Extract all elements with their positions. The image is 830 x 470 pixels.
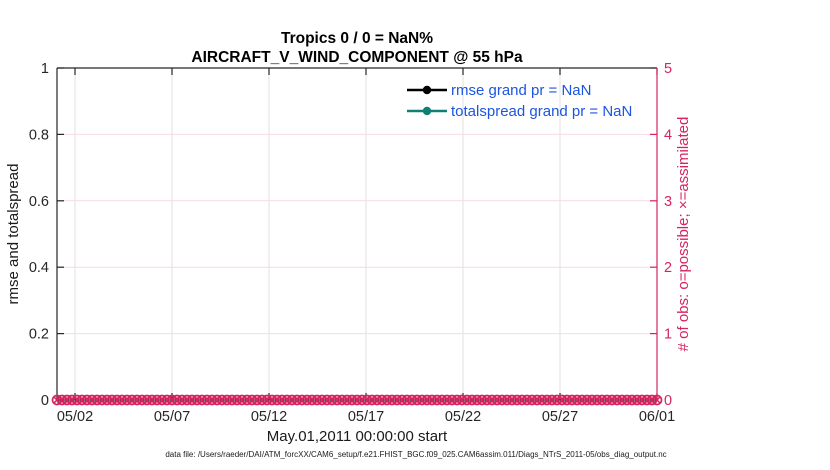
left-y-tick-label: 0.8 [29, 127, 49, 143]
legend-label-rmse: rmse grand pr = NaN [451, 82, 591, 99]
x-tick-label: 05/22 [445, 409, 481, 425]
right-y-tick-label: 5 [664, 61, 672, 77]
x-tick-label: 05/27 [542, 409, 578, 425]
x-axis-label: May.01,2011 00:00:00 start [267, 428, 448, 445]
x-tick-label: 05/07 [154, 409, 190, 425]
right-y-axis-label: # of obs: o=possible; ×=assimilated [675, 117, 692, 352]
obs-count-marker-band [51, 394, 663, 406]
right-y-tick-label: 3 [664, 194, 672, 210]
left-y-axis-label: rmse and totalspread [5, 164, 22, 305]
x-tick-label: 05/02 [57, 409, 93, 425]
left-y-tick-label: 0 [41, 393, 49, 409]
plot-title-line1: Tropics 0 / 0 = NaN% [281, 30, 433, 47]
left-y-tick-label: 0.4 [29, 260, 49, 276]
right-y-tick-label: 1 [664, 327, 672, 343]
data-file-note: data file: /Users/raeder/DAI/ATM_forcXX/… [165, 450, 666, 459]
left-y-tick-label: 0.6 [29, 194, 49, 210]
legend-marker-rmse [422, 85, 432, 95]
gridlines [57, 68, 657, 400]
x-tick-label: 06/01 [639, 409, 675, 425]
plot-title-line2: AIRCRAFT_V_WIND_COMPONENT @ 55 hPa [191, 49, 523, 66]
obs-assimilated-marker [653, 396, 661, 404]
tick-labels: 05/02 05/07 05/12 05/17 05/22 05/27 06/0100.20… [29, 61, 675, 425]
legend-marker-totalspread [422, 106, 432, 116]
x-tick-label: 05/17 [348, 409, 384, 425]
legend: rmse grand pr = NaN totalspread grand pr… [407, 82, 632, 120]
right-y-tick-label: 2 [664, 260, 672, 276]
right-y-tick-label: 4 [664, 127, 672, 143]
right-y-tick-label: 0 [664, 393, 672, 409]
left-y-tick-label: 0.2 [29, 327, 49, 343]
legend-label-totalspread: totalspread grand pr = NaN [451, 103, 632, 120]
left-y-tick-label: 1 [41, 61, 49, 77]
x-tick-label: 05/12 [251, 409, 287, 425]
